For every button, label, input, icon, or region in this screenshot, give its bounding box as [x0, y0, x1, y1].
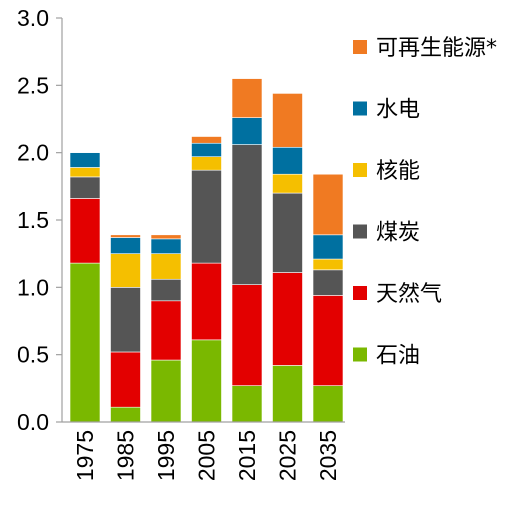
bar-segment-2025-3 — [272, 173, 303, 194]
bar-segment-2015-4 — [231, 117, 263, 145]
bar-segment-1995-2 — [150, 278, 182, 302]
legend-swatch — [353, 286, 367, 300]
y-tick-label: 3.0 — [17, 5, 49, 31]
legend-label: 石油 — [376, 344, 420, 369]
legend-swatch — [353, 40, 367, 54]
bar-segment-1975-1 — [69, 198, 101, 264]
legend-swatch — [353, 347, 367, 362]
bar-segment-2025-0 — [272, 365, 303, 423]
bar-segment-2005-3 — [191, 156, 222, 171]
x-tick-label: 2015 — [234, 430, 260, 481]
y-tick-label: 1.5 — [17, 207, 49, 233]
x-tick-label: 1995 — [153, 430, 179, 481]
bar-segment-1975-4 — [69, 152, 101, 168]
bar-segment-2015-2 — [231, 144, 263, 285]
legend-label: 煤炭 — [376, 221, 420, 246]
bar-segment-2025-2 — [272, 192, 303, 273]
x-tick-label: 2035 — [315, 430, 341, 481]
legend-swatch — [353, 101, 367, 116]
x-tick-label: 2025 — [275, 430, 301, 481]
bar-segment-1985-2 — [110, 287, 141, 353]
bar-segment-2025-5 — [272, 93, 303, 148]
x-axis-ticks: 1975 1985 1995 2005 2015 2025 2035 — [72, 430, 341, 481]
bars — [69, 78, 344, 423]
y-tick-label: 1.0 — [17, 274, 49, 300]
legend-label: 核能 — [376, 159, 420, 184]
bar-segment-2035-4 — [312, 234, 344, 260]
bar-segment-2035-0 — [312, 385, 344, 423]
bar-segment-1995-4 — [150, 238, 182, 254]
bar-segment-1995-0 — [150, 359, 182, 423]
x-tick-label: 2005 — [194, 430, 220, 481]
bar-segment-1975-0 — [69, 262, 101, 423]
bar-segment-1995-1 — [150, 300, 182, 361]
bar-segment-2005-4 — [191, 142, 222, 158]
legend-swatch — [353, 163, 367, 177]
legend-label: 可再生能源* — [376, 36, 497, 61]
bar-segment-1995-5 — [150, 234, 182, 240]
x-tick-label: 1985 — [113, 430, 139, 481]
bar-segment-2015-5 — [231, 78, 263, 118]
bar-segment-2005-5 — [191, 136, 222, 144]
y-axis-ticks: 0.0 0.5 1.0 1.5 2.0 2.5 3.0 — [17, 5, 62, 435]
bar-segment-1985-5 — [110, 234, 141, 238]
bar-segment-2005-2 — [191, 169, 222, 264]
legend-label: 天然气 — [376, 282, 442, 307]
bar-segment-2035-3 — [312, 258, 344, 271]
bar-segment-1985-4 — [110, 237, 141, 254]
bar-segment-1975-2 — [69, 176, 101, 199]
legend-swatch — [353, 224, 367, 239]
bar-segment-2015-0 — [231, 385, 263, 423]
x-tick-label: 1975 — [72, 430, 98, 481]
bar-segment-1985-0 — [110, 406, 141, 423]
bar-segment-2005-0 — [191, 339, 222, 423]
y-tick-label: 2.0 — [17, 140, 49, 166]
legend-label: 水电 — [376, 98, 420, 123]
bar-segment-2035-2 — [312, 269, 344, 296]
y-tick-label: 0.0 — [17, 409, 49, 435]
y-tick-label: 2.5 — [17, 72, 49, 98]
bar-segment-2025-1 — [272, 272, 303, 366]
bar-segment-2015-1 — [231, 284, 263, 386]
bar-segment-1985-3 — [110, 253, 141, 288]
y-tick-label: 0.5 — [17, 342, 49, 368]
bar-segment-1995-3 — [150, 253, 182, 280]
bar-segment-2005-1 — [191, 262, 222, 341]
bar-segment-2035-5 — [312, 173, 344, 236]
bar-segment-1985-1 — [110, 351, 141, 408]
bar-segment-2035-1 — [312, 295, 344, 386]
bar-segment-1975-3 — [69, 167, 101, 178]
bar-segment-2025-4 — [272, 146, 303, 175]
